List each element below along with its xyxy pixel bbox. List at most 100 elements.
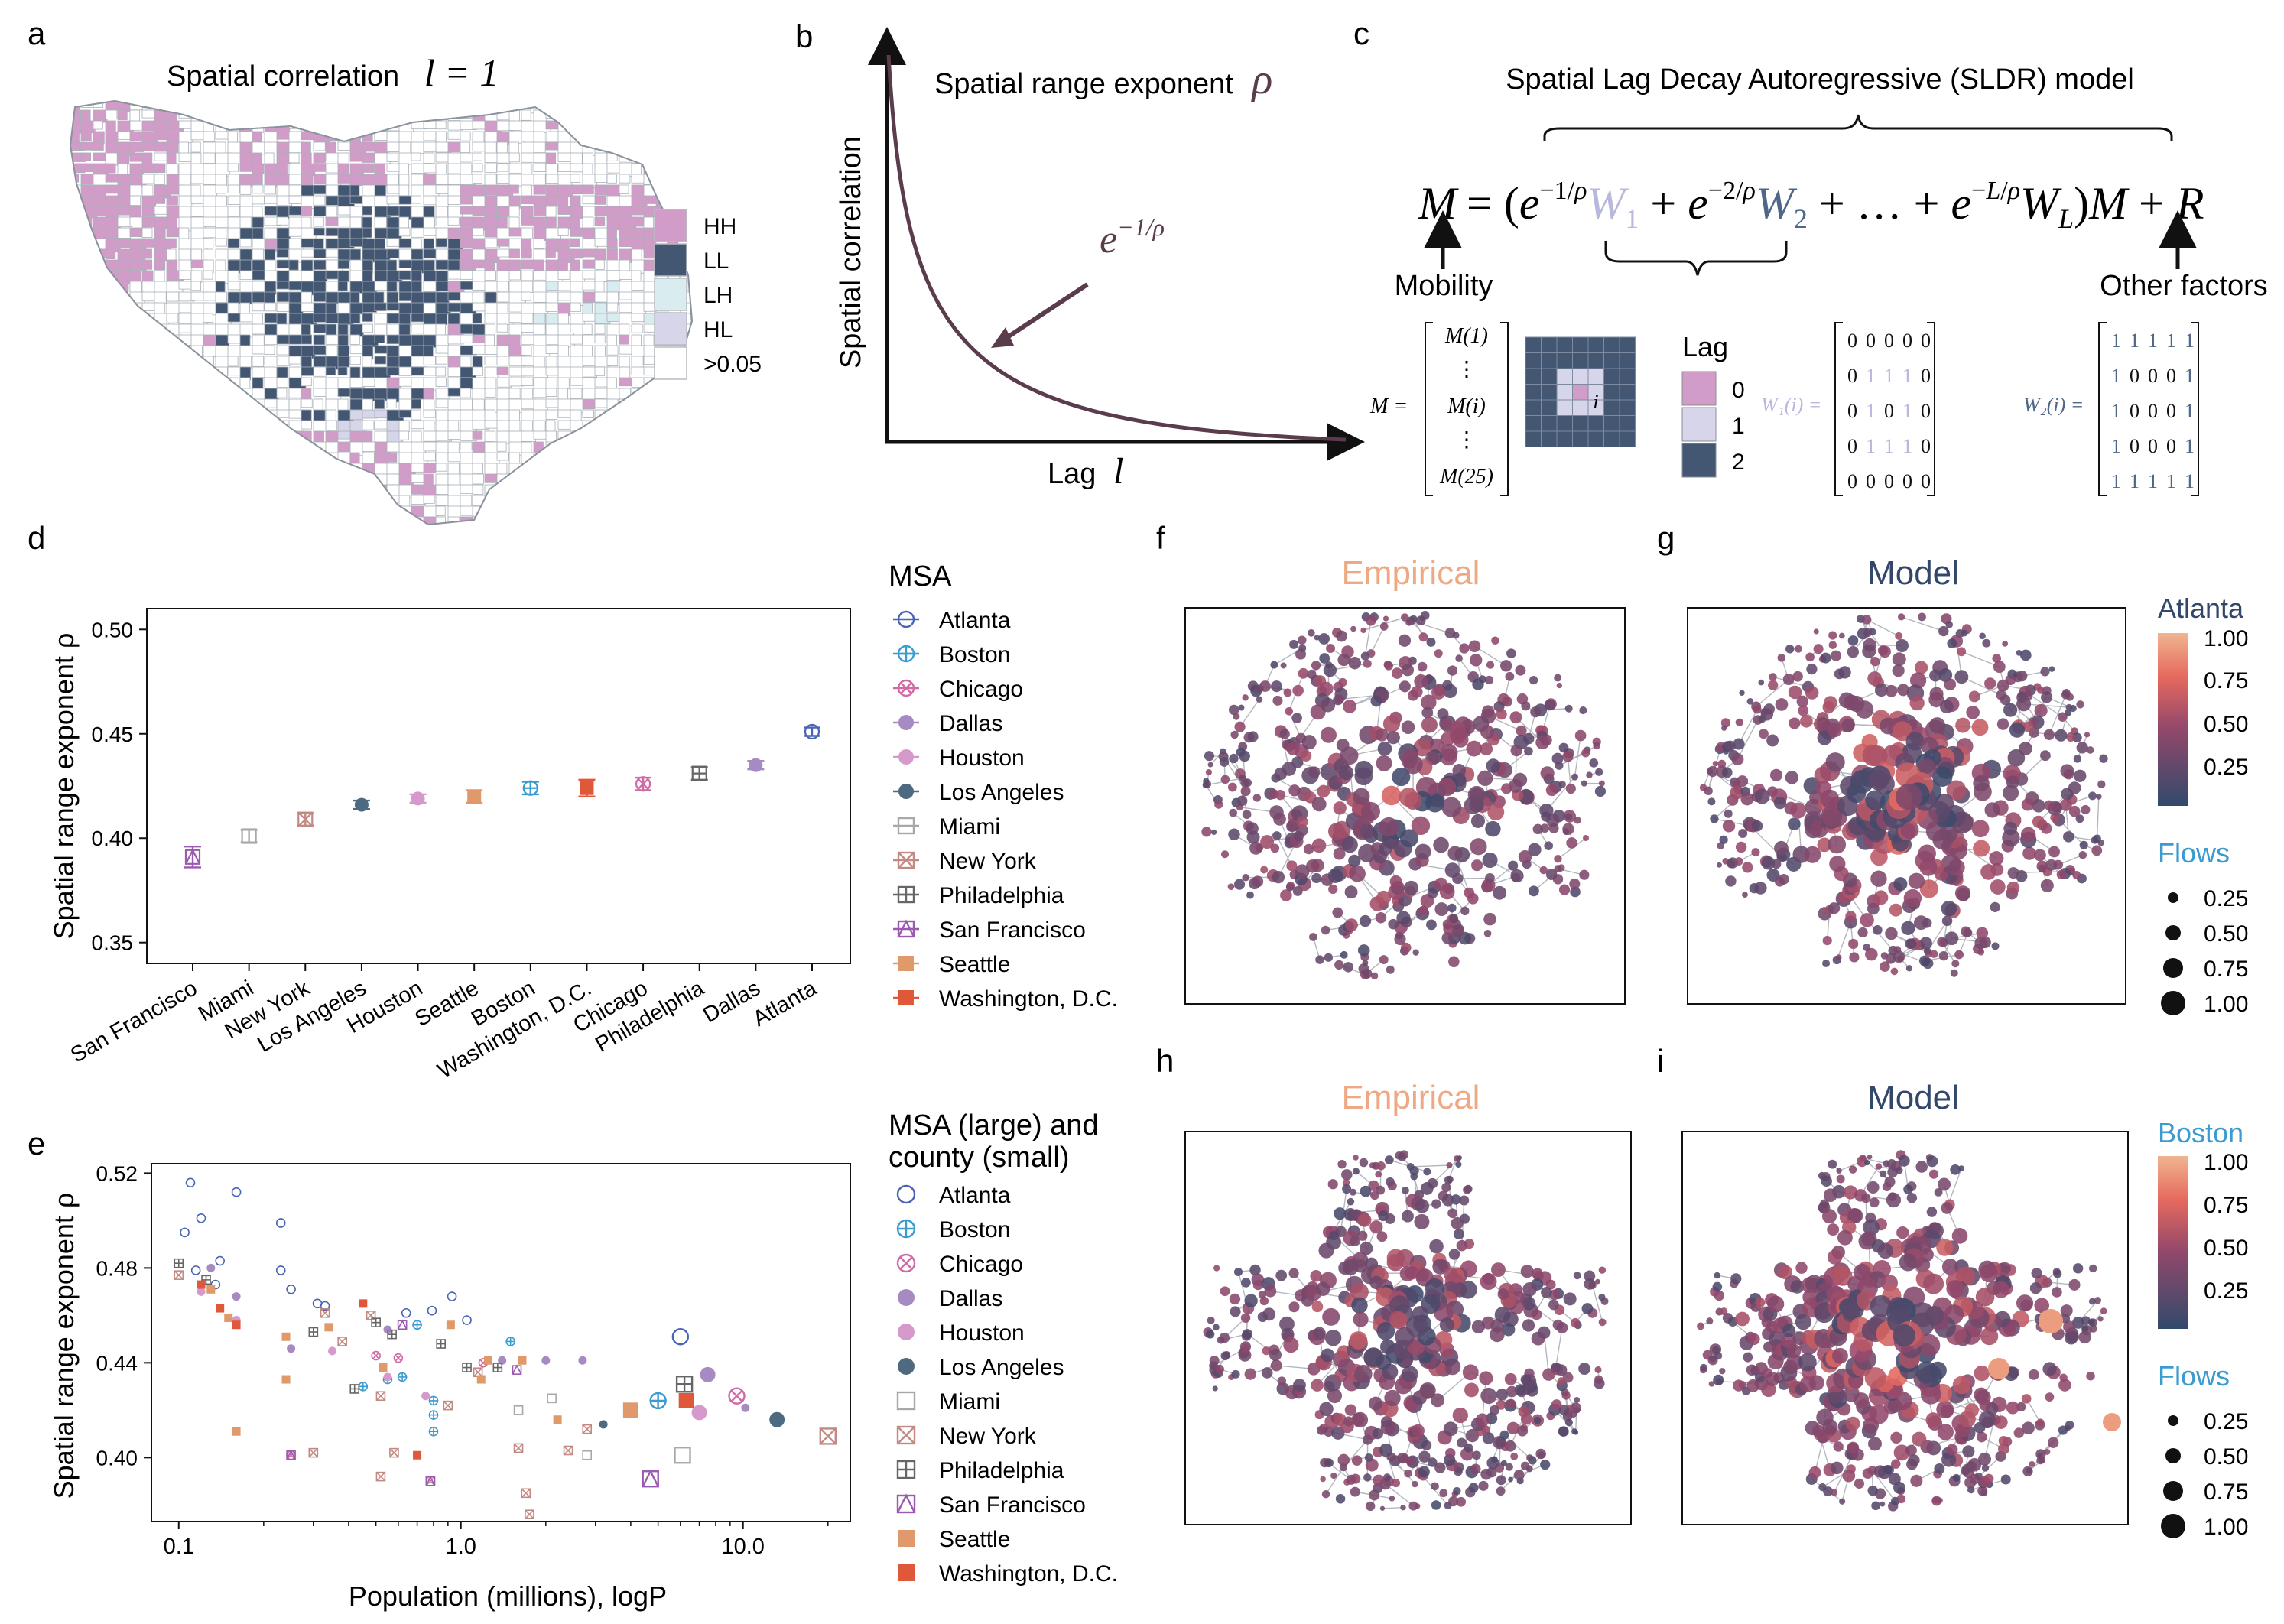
network-node (2042, 1362, 2057, 1376)
network-node (1821, 1175, 1832, 1187)
network-node (1860, 1193, 1871, 1203)
network-node (1846, 1464, 1856, 1474)
panel-letter-i: i (1657, 1043, 1664, 1079)
network-node (1440, 718, 1452, 730)
network-node (1880, 952, 1889, 960)
network-node (2081, 1325, 2089, 1333)
network-node (1753, 705, 1762, 714)
network-node (1899, 1253, 1917, 1272)
county-point (563, 1445, 573, 1456)
network-node (1418, 905, 1428, 916)
w2-label: W₂(i) = (2023, 394, 2084, 416)
network-node (1295, 864, 1310, 879)
network-node (1758, 679, 1765, 686)
matrix-entry: 1 (2111, 400, 2121, 422)
network-node (1204, 751, 1215, 762)
network-node (1236, 795, 1248, 807)
legend-label: Boston (939, 642, 1010, 667)
network-node (1362, 960, 1369, 966)
lag-legend-title: Lag (1682, 331, 1728, 362)
network-node (1993, 661, 2006, 674)
network-node (1462, 1364, 1479, 1381)
county-point (232, 1292, 241, 1301)
county-point (387, 1329, 397, 1340)
network-node (1991, 942, 2000, 950)
flows-legend-dot (2168, 892, 2178, 903)
map-legend-swatch (654, 312, 687, 346)
network-node (1484, 675, 1494, 685)
colorbar-tick: 0.25 (2204, 755, 2248, 780)
network-node (1790, 802, 1807, 819)
network-node (1351, 1455, 1363, 1466)
network-node (2086, 746, 2094, 754)
network-node (1242, 694, 1249, 701)
network-node (1938, 950, 1949, 961)
network-node (1357, 1230, 1368, 1241)
network-node (1800, 714, 1813, 728)
legend-label: Washington, D.C. (939, 1561, 1118, 1587)
network-node (1376, 1231, 1388, 1242)
network-node (1401, 664, 1415, 677)
network-node (1493, 885, 1507, 900)
network-node (1838, 666, 1851, 679)
network-node (1817, 730, 1832, 745)
network-node (1558, 884, 1571, 895)
network-node (1270, 843, 1280, 853)
network-node (2097, 780, 2106, 788)
network-node (1264, 1285, 1277, 1298)
w1-matrix: 0 0 0 0 00 1 1 1 00 1 0 1 00 1 1 1 00 0 0 0 0 (1834, 322, 1935, 496)
network-node (1464, 1382, 1479, 1398)
network-node (1925, 1412, 1941, 1427)
network-node (1483, 930, 1492, 937)
network-node (2097, 1316, 2104, 1322)
legend-item: New York (893, 849, 1037, 874)
county-point (393, 1353, 404, 1363)
network-node (1564, 813, 1573, 820)
network-node (2045, 859, 2058, 871)
network-node (1489, 1405, 1499, 1415)
panel-letter-g: g (1657, 520, 1675, 556)
network-node (1375, 911, 1387, 924)
matrix-entry: 0 (2130, 400, 2139, 422)
network-node (1521, 701, 1531, 711)
miami-marker (897, 817, 915, 835)
colorbar-title-boston: Boston (2158, 1117, 2243, 1148)
network-node (1513, 1470, 1525, 1481)
network-node (2020, 827, 2036, 843)
network-node (1229, 704, 1239, 716)
network-node (2060, 1304, 2073, 1317)
network-node (1441, 932, 1454, 944)
network-node (2059, 798, 2072, 811)
county-point (190, 1265, 201, 1275)
matrix-entry: 1 (2166, 470, 2176, 492)
network-node (1839, 1498, 1846, 1505)
county-point (174, 1258, 184, 1268)
county-point (197, 1280, 206, 1289)
network-node (1398, 634, 1412, 647)
network-node (1766, 734, 1779, 747)
network-node (1431, 1482, 1439, 1491)
network-node (1392, 768, 1411, 787)
county-point (216, 1304, 225, 1313)
washington-d-c--marker (898, 990, 914, 1005)
msa-point (678, 1392, 694, 1408)
network-node (1320, 1476, 1326, 1483)
network-node (1906, 1193, 1918, 1203)
network-node (1349, 1188, 1356, 1196)
network-node (1357, 944, 1370, 957)
county-point (383, 1372, 392, 1382)
map-legend: HH LL LH HL >0.05 (654, 209, 762, 380)
network-node (1402, 1366, 1418, 1382)
matrix-entry: 1 (2185, 435, 2195, 457)
network-node (1444, 862, 1460, 878)
network-node (1494, 1307, 1511, 1324)
network-node (1742, 892, 1748, 898)
network-node (1443, 684, 1457, 698)
network-node (1777, 654, 1786, 662)
county-point (741, 1403, 750, 1412)
network-node (1242, 873, 1249, 882)
network-node (1998, 1435, 2009, 1446)
network-node (2048, 1437, 2059, 1448)
network-node (1259, 1296, 1269, 1306)
network-node (1246, 891, 1254, 899)
